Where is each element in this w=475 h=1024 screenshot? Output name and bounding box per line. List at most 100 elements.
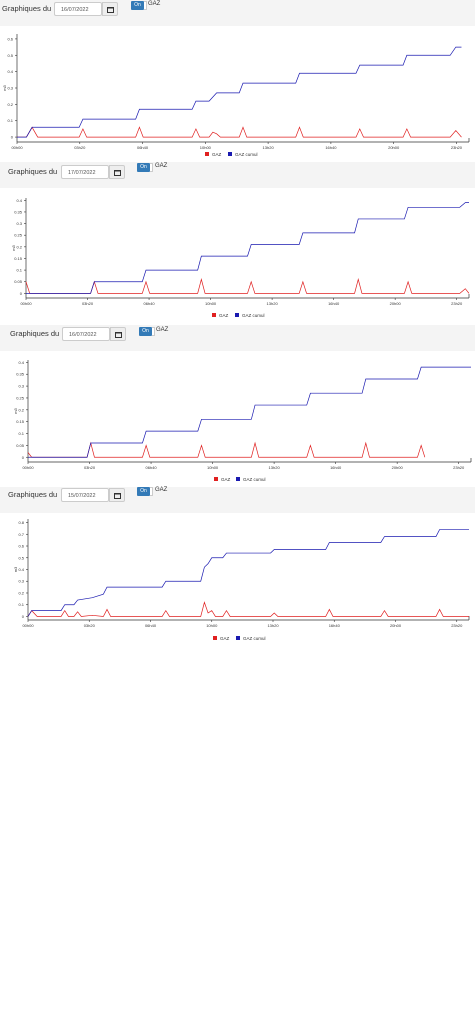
x-tick-label: 10h00 <box>205 301 217 306</box>
y-tick-label: 0 <box>22 614 25 619</box>
toggle-switch[interactable]: On <box>139 327 152 336</box>
y-tick-label: 0.15 <box>16 419 25 424</box>
y-tick-label: 0.4 <box>7 69 13 74</box>
toggle-off-area[interactable] <box>152 327 155 336</box>
legend-label-gaz-cumul: GAZ cumul <box>243 477 266 482</box>
x-tick-label: 00h00 <box>20 301 32 306</box>
x-tick-label: 16h40 <box>328 301 340 306</box>
date-input[interactable]: 15/07/2022 <box>61 488 109 502</box>
y-tick-label: 0.25 <box>14 233 23 238</box>
x-tick-label: 20h00 <box>388 145 400 150</box>
x-tick-label: 10h00 <box>200 145 212 150</box>
y-tick-label: 0.05 <box>14 279 23 284</box>
toggle-off-area[interactable] <box>144 1 147 10</box>
series-line-gaz-cumul <box>26 202 469 294</box>
y-tick-label: 0.5 <box>18 555 24 560</box>
chart-header-4: Graphiques du 15/07/2022 On GAZ <box>0 487 475 513</box>
legend-swatch-gaz <box>212 313 216 317</box>
y-axis-label: m3 <box>13 566 18 572</box>
chart-2: 0 0.05 0.1 0.15 0.2 0.25 0.3 0.35 0.4 m3 00h00 03h2… <box>11 198 470 318</box>
y-tick-label: 0.1 <box>18 431 24 436</box>
date-input[interactable]: 16/07/2022 <box>54 2 102 16</box>
toggle-off-area[interactable] <box>150 163 153 172</box>
x-tick-label: 00h00 <box>22 623 34 628</box>
y-tick-label: 0.4 <box>18 360 24 365</box>
x-tick-label: 10h00 <box>207 465 219 470</box>
x-tick-label: 16h40 <box>325 145 337 150</box>
x-tick-label: 06h40 <box>145 465 157 470</box>
legend-swatch-gaz <box>205 152 209 156</box>
calendar-button[interactable] <box>109 165 125 179</box>
y-tick-label: 0.3 <box>18 384 24 389</box>
legend-swatch-gaz <box>213 636 217 640</box>
toggle-off-area[interactable] <box>150 487 153 496</box>
y-tick-label: 0.3 <box>18 579 24 584</box>
calendar-button[interactable] <box>102 2 118 16</box>
series-line-gaz-cumul <box>27 529 469 617</box>
y-tick-label: 0.1 <box>18 602 24 607</box>
x-tick-label: 00h00 <box>22 465 34 470</box>
y-tick-label: 0.8 <box>18 520 24 525</box>
x-tick-label: 23h20 <box>451 301 463 306</box>
legend-swatch-gaz-cumul <box>236 636 240 640</box>
y-tick-label: 0.05 <box>16 443 25 448</box>
y-tick-label: 0.4 <box>18 567 24 572</box>
toggle-switch[interactable]: On <box>137 487 150 496</box>
y-tick-label: 0.2 <box>7 102 13 107</box>
series-toggle-label: GAZ <box>155 487 168 493</box>
y-tick-label: 0 <box>11 135 14 140</box>
date-input[interactable]: 16/07/2022 <box>62 327 110 341</box>
toggle-switch[interactable]: On <box>131 1 144 10</box>
legend-label-gaz: GAZ <box>219 313 229 318</box>
calendar-button[interactable] <box>109 488 125 502</box>
x-tick-label: 03h20 <box>82 301 94 306</box>
chart-3: 0 0.05 0.1 0.15 0.2 0.25 0.3 0.35 0.4 m3 00h00 03h2… <box>13 360 472 482</box>
x-tick-label: 13h20 <box>267 301 279 306</box>
y-tick-label: 0.35 <box>14 209 23 214</box>
legend-label-gaz-cumul: GAZ cumul <box>242 313 265 318</box>
date-input[interactable]: 17/07/2022 <box>61 165 109 179</box>
calendar-button[interactable] <box>110 327 126 341</box>
x-tick-label: 23h20 <box>451 623 463 628</box>
y-tick-label: 0.2 <box>16 244 22 249</box>
series-toggle-label: GAZ <box>155 163 168 169</box>
y-tick-label: 0 <box>22 455 25 460</box>
y-tick-label: 0.1 <box>7 118 13 123</box>
y-tick-label: 0.2 <box>18 407 24 412</box>
series-line-gaz <box>27 601 469 617</box>
x-tick-label: 06h40 <box>143 301 155 306</box>
y-tick-label: 0.35 <box>16 372 25 377</box>
legend-label-gaz-cumul: GAZ cumul <box>235 152 258 157</box>
x-tick-label: 06h40 <box>145 623 157 628</box>
x-tick-label: 23h20 <box>451 145 463 150</box>
x-tick-label: 13h20 <box>269 465 281 470</box>
graphiques-du-label: Graphiques du <box>10 329 60 338</box>
series-line-gaz <box>27 441 426 458</box>
legend-label-gaz-cumul: GAZ cumul <box>243 636 266 641</box>
y-tick-label: 0.5 <box>7 53 13 58</box>
series-toggle-label: GAZ <box>148 1 161 7</box>
x-tick-label: 13h20 <box>267 623 279 628</box>
y-tick-label: 0.6 <box>18 544 24 549</box>
toggle-switch[interactable]: On <box>137 163 150 172</box>
y-tick-label: 0.3 <box>16 221 22 226</box>
legend-swatch-gaz-cumul <box>235 313 239 317</box>
graphiques-du-label: Graphiques du <box>8 490 58 499</box>
chart-header-2: Graphiques du 17/07/2022 On GAZ <box>0 162 475 188</box>
x-tick-label: 23h20 <box>453 465 465 470</box>
legend-label-gaz: GAZ <box>212 152 222 157</box>
calendar-icon <box>113 169 121 176</box>
legend-swatch-gaz <box>214 477 218 481</box>
chart-header-3: Graphiques du 16/07/2022 On GAZ <box>0 325 475 351</box>
x-tick-label: 06h40 <box>137 145 149 150</box>
legend-label-gaz: GAZ <box>220 636 230 641</box>
x-tick-label: 03h20 <box>74 145 86 150</box>
x-tick-label: 00h00 <box>11 145 23 150</box>
chart-4: 0 0.1 0.2 0.3 0.4 0.5 0.6 0.7 0.8 m3 00h00 03h20 06h… <box>13 519 470 641</box>
y-axis-label: m3 <box>2 84 7 90</box>
x-tick-label: 20h00 <box>390 623 402 628</box>
y-tick-label: 0 <box>20 291 23 296</box>
chart-1: 0 0.1 0.2 0.3 0.4 0.5 0.6 m3 00h00 03h20 06h40 10h0… <box>2 34 470 157</box>
series-line-gaz <box>25 278 470 294</box>
x-tick-label: 16h40 <box>330 465 342 470</box>
